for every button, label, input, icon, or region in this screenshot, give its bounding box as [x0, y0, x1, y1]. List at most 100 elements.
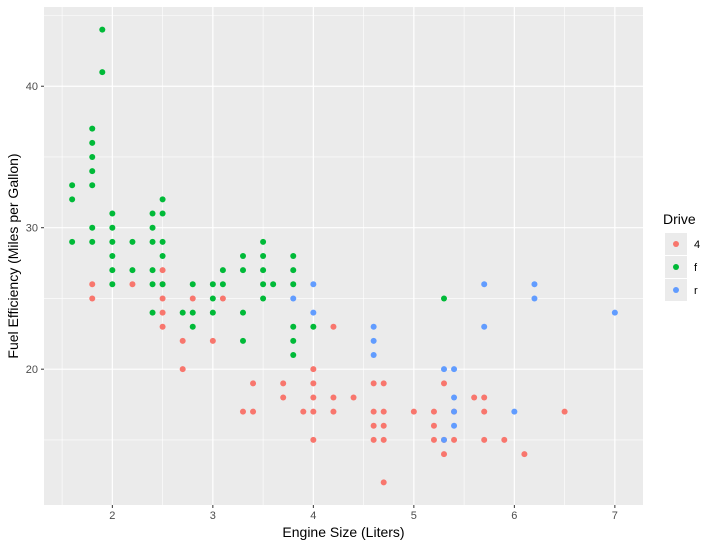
data-point-4 [441, 451, 448, 458]
x-tick-label: 4 [310, 510, 316, 522]
data-point-f [260, 267, 267, 274]
data-point-f [260, 281, 267, 288]
data-point-f [290, 323, 297, 330]
data-point-f [149, 309, 156, 316]
data-point-r [451, 366, 458, 373]
data-point-f [159, 281, 166, 288]
data-point-r [441, 436, 448, 443]
data-point-f [149, 238, 156, 245]
data-point-f [89, 168, 96, 175]
data-point-r [370, 323, 377, 330]
data-point-r [451, 394, 458, 401]
data-point-f [129, 238, 136, 245]
data-point-4 [370, 380, 377, 387]
data-point-4 [159, 309, 166, 316]
x-tick-label: 5 [411, 510, 417, 522]
data-point-f [209, 295, 216, 302]
data-point-f [239, 253, 246, 259]
data-point-4 [380, 422, 387, 429]
data-point-f [441, 295, 448, 302]
data-point-4 [310, 436, 317, 443]
data-point-f [260, 238, 267, 245]
data-point-f [189, 323, 196, 330]
data-point-f [69, 238, 76, 245]
data-point-f [69, 182, 76, 189]
data-point-4 [481, 394, 488, 401]
data-point-f [129, 267, 136, 274]
data-point-4 [380, 380, 387, 387]
data-point-4 [179, 337, 186, 344]
data-point-4 [521, 451, 528, 458]
data-point-f [159, 210, 166, 217]
data-point-f [109, 224, 116, 231]
data-point-4 [350, 394, 357, 401]
x-tick-label: 3 [210, 510, 216, 522]
data-point-f [290, 267, 297, 274]
data-point-4 [310, 366, 317, 373]
data-point-4 [189, 295, 196, 302]
data-point-4 [219, 295, 226, 302]
data-point-4 [451, 436, 458, 443]
data-point-f [159, 238, 166, 245]
data-point-f [89, 125, 96, 132]
legend: Drive 4 fr [663, 211, 700, 301]
data-point-f [310, 323, 317, 330]
data-point-f [149, 281, 156, 288]
data-point-f [219, 281, 226, 288]
data-point-r [370, 352, 377, 359]
data-point-4 [209, 337, 216, 344]
data-point-4 [330, 394, 337, 401]
data-point-f [109, 253, 116, 259]
data-point-f [239, 309, 246, 316]
data-point-r [310, 281, 317, 288]
data-point-r [531, 295, 538, 302]
data-point-f [149, 224, 156, 231]
data-point-f [99, 69, 106, 76]
data-point-4 [380, 479, 387, 486]
data-point-r [310, 309, 317, 316]
legend-title: Drive [663, 211, 696, 227]
data-point-f [219, 267, 226, 274]
data-point-4 [370, 436, 377, 443]
data-point-r [290, 295, 297, 302]
data-point-f [239, 337, 246, 344]
data-point-r [451, 422, 458, 429]
legend-key-point [673, 287, 679, 293]
data-point-4 [239, 408, 246, 415]
data-point-4 [410, 408, 417, 415]
data-point-f [109, 238, 116, 245]
legend-items: 4 fr [665, 233, 700, 301]
data-point-f [290, 352, 297, 359]
data-point-f [189, 281, 196, 288]
data-point-f [239, 267, 246, 274]
data-point-f [149, 210, 156, 217]
x-tick-label: 7 [612, 510, 618, 522]
data-point-4 [250, 408, 257, 415]
data-point-f [290, 253, 297, 259]
data-point-f [99, 26, 106, 33]
data-point-4 [280, 380, 287, 387]
data-point-4 [159, 323, 166, 330]
plot-panel [44, 7, 643, 505]
data-point-4 [129, 281, 136, 288]
data-point-r [441, 366, 448, 373]
data-point-4 [330, 408, 337, 415]
data-point-4 [481, 408, 488, 415]
x-axis-title: Engine Size (Liters) [282, 524, 404, 540]
data-point-4 [89, 295, 96, 302]
data-point-4 [380, 408, 387, 415]
data-point-r [611, 309, 618, 316]
data-point-r [370, 337, 377, 344]
data-point-f [189, 309, 196, 316]
data-point-r [451, 408, 458, 415]
data-point-4 [430, 422, 437, 429]
data-point-4 [250, 380, 257, 387]
data-point-4 [159, 267, 166, 274]
legend-label: r [694, 285, 698, 297]
legend-label: 4 [694, 239, 700, 251]
data-point-4 [380, 436, 387, 443]
data-point-4 [430, 436, 437, 443]
data-point-f [109, 267, 116, 274]
data-point-4 [310, 408, 317, 415]
